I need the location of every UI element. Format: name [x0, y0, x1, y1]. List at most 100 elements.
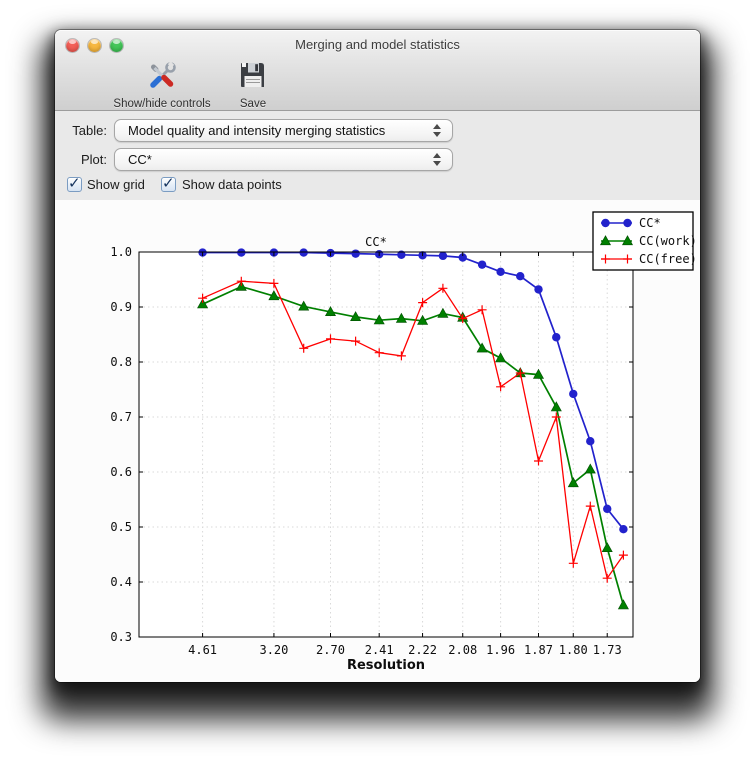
y-tick-label: 0.5 — [110, 520, 132, 534]
minimize-button[interactable] — [88, 39, 101, 52]
legend-label: CC(free) — [639, 252, 697, 266]
data-point-plus — [602, 573, 612, 583]
data-point-plus — [601, 254, 610, 264]
series-line — [202, 251, 625, 530]
data-point-triangle — [617, 599, 629, 610]
zoom-button[interactable] — [110, 39, 123, 52]
data-point-triangle — [599, 235, 612, 246]
data-point-circle — [397, 250, 406, 259]
x-tick-label: 2.41 — [365, 643, 394, 657]
stepper-arrows-icon — [432, 123, 443, 138]
series-cc — [198, 248, 628, 534]
data-point-plus — [551, 412, 561, 422]
legend-label: CC(work) — [639, 234, 697, 248]
data-point-plus — [299, 343, 309, 353]
data-point-triangle — [476, 342, 488, 353]
close-button[interactable] — [66, 39, 79, 52]
x-tick-label: 1.80 — [559, 643, 588, 657]
data-point-plus — [438, 283, 448, 293]
data-point-plus — [477, 305, 487, 315]
series-ccwork — [197, 280, 629, 610]
data-point-circle — [603, 504, 612, 514]
chart-legend: CC* CC(work) CC(free) — [592, 211, 697, 271]
y-tick-label: 0.6 — [110, 465, 132, 479]
data-point-circle — [496, 267, 505, 276]
x-tick-label: 2.08 — [448, 643, 477, 657]
data-point-triangle — [567, 477, 579, 488]
data-point-triangle — [495, 352, 507, 363]
data-point-plus — [585, 501, 595, 511]
data-point-circle — [534, 285, 543, 294]
save-button[interactable]: Save — [213, 60, 293, 110]
show-data-points-label: Show data points — [182, 177, 282, 192]
x-tick-label: 3.20 — [259, 643, 288, 657]
data-point-triangle — [235, 280, 247, 291]
data-point-triangle — [298, 300, 310, 311]
show-grid-label: Show grid — [87, 177, 145, 192]
toolbar-button-label: Save — [239, 98, 267, 110]
x-axis-label: Resolution — [347, 658, 425, 673]
data-point-circle — [601, 218, 610, 228]
data-point-circle — [569, 389, 578, 399]
plot-select-value: CC* — [128, 152, 152, 167]
tools-icon — [82, 60, 242, 97]
app-window: Merging and model statistics Show/hide c… — [55, 30, 700, 682]
data-point-plus — [198, 293, 208, 303]
y-tick-label: 0.7 — [110, 410, 132, 424]
y-tick-label: 0.4 — [110, 575, 132, 589]
data-point-circle — [299, 248, 308, 257]
button-gloss — [91, 40, 98, 44]
data-point-plus — [568, 558, 578, 568]
chart-canvas: 4.61 3.20 2.70 2.41 2.22 2.08 1.96 1.87 1.80 1.73… — [110, 211, 697, 673]
x-tick-label: 1.87 — [524, 643, 553, 657]
window-title: Merging and model statistics — [295, 37, 460, 52]
data-point-plus — [618, 550, 628, 560]
data-point-triangle — [532, 368, 545, 379]
data-point-triangle — [350, 311, 362, 321]
data-point-plus — [374, 348, 384, 358]
series-line — [202, 285, 625, 606]
data-point-circle — [458, 253, 467, 262]
table-select-value: Model quality and intensity merging stat… — [128, 123, 386, 138]
data-point-triangle — [621, 235, 634, 246]
plot-background — [139, 252, 633, 637]
button-gloss — [69, 40, 76, 44]
plot-label: Plot: — [80, 152, 107, 167]
data-point-circle — [619, 525, 628, 534]
plot-select[interactable]: CC* — [114, 148, 453, 171]
data-point-plus — [269, 278, 279, 288]
y-tick-label: 0.9 — [110, 300, 132, 314]
data-point-circle — [477, 260, 487, 269]
data-point-triangle — [373, 314, 385, 325]
y-tick-label: 0.3 — [110, 630, 132, 644]
show-data-points-checkbox[interactable]: ✓ — [161, 174, 176, 192]
y-tick-label: 0.8 — [110, 355, 132, 369]
data-point-plus — [458, 314, 468, 324]
data-point-triangle — [395, 312, 407, 323]
titlebar-toolbar: Merging and model statistics Show/hide c… — [55, 30, 700, 111]
data-point-plus — [236, 276, 246, 286]
data-point-triangle — [324, 306, 337, 316]
table-select[interactable]: Model quality and intensity merging stat… — [114, 119, 453, 142]
toolbar-button-label: Show/hide controls — [113, 98, 211, 110]
data-point-circle — [552, 333, 561, 342]
data-point-plus — [326, 334, 335, 344]
show-hide-controls-button[interactable]: Show/hide controls — [82, 60, 242, 110]
x-tick-label: 2.22 — [408, 643, 437, 657]
plot-frame — [138, 251, 634, 638]
checkmark-icon: ✓ — [162, 174, 175, 192]
y-tick-label: 1.0 — [110, 245, 132, 259]
legend-label: CC* — [639, 216, 661, 230]
show-grid-checkbox[interactable]: ✓ — [67, 174, 82, 192]
stepper-arrows-icon — [432, 152, 443, 167]
data-point-triangle — [601, 542, 613, 552]
table-label: Table: — [72, 123, 107, 138]
data-point-plus — [496, 382, 506, 392]
data-point-triangle — [197, 298, 209, 309]
data-point-circle — [351, 249, 360, 258]
data-point-circle — [623, 218, 632, 228]
data-point-triangle — [417, 314, 429, 325]
series-ccfree — [198, 276, 628, 583]
data-point-plus — [515, 368, 525, 378]
